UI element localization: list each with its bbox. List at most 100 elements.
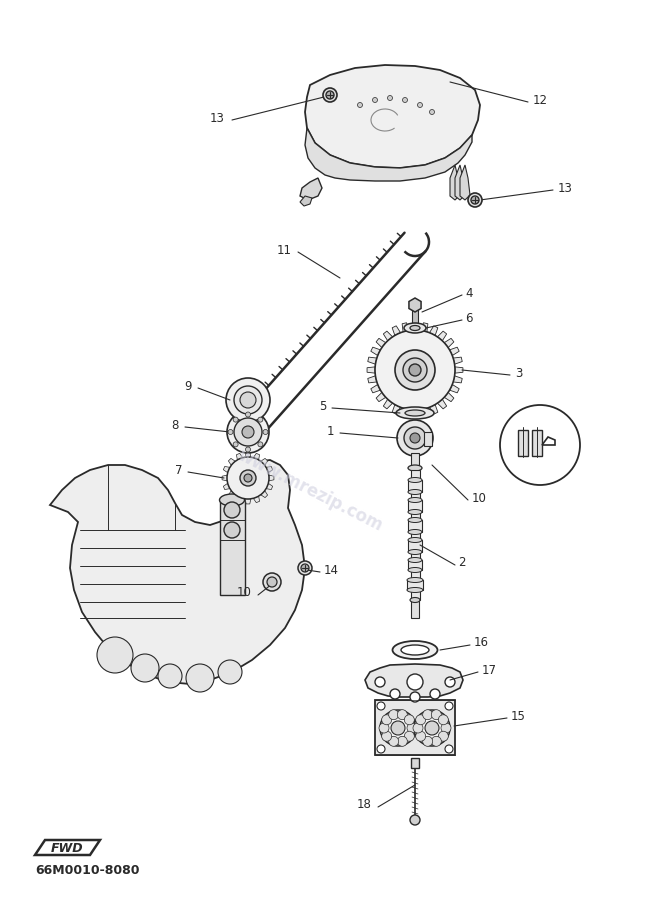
Circle shape: [375, 677, 385, 687]
Ellipse shape: [393, 641, 438, 659]
Polygon shape: [376, 339, 386, 348]
Circle shape: [397, 420, 433, 456]
Bar: [411, 552, 420, 560]
Circle shape: [416, 715, 426, 725]
Circle shape: [389, 709, 399, 719]
Circle shape: [416, 731, 426, 741]
Circle shape: [404, 427, 426, 449]
Polygon shape: [402, 408, 409, 417]
Polygon shape: [409, 298, 421, 312]
Circle shape: [422, 736, 433, 746]
Circle shape: [326, 91, 334, 99]
Bar: [411, 570, 420, 580]
Text: FWD: FWD: [51, 842, 83, 855]
Polygon shape: [253, 454, 260, 460]
Polygon shape: [266, 467, 272, 473]
Circle shape: [430, 689, 440, 699]
Polygon shape: [444, 339, 454, 348]
Circle shape: [228, 429, 233, 435]
Text: 5: 5: [319, 400, 326, 413]
Bar: [375, 700, 455, 755]
Bar: [411, 470, 420, 480]
Circle shape: [410, 692, 420, 702]
Text: 13: 13: [558, 182, 573, 194]
Circle shape: [226, 378, 270, 422]
Circle shape: [323, 88, 337, 102]
Text: 13: 13: [210, 111, 225, 124]
Polygon shape: [269, 475, 274, 481]
Circle shape: [233, 417, 238, 422]
Ellipse shape: [408, 538, 422, 542]
Circle shape: [445, 677, 455, 687]
Polygon shape: [453, 357, 462, 364]
Polygon shape: [35, 840, 100, 855]
Circle shape: [403, 98, 407, 102]
Circle shape: [387, 96, 393, 100]
Circle shape: [377, 702, 385, 710]
Circle shape: [227, 457, 269, 499]
Circle shape: [471, 196, 479, 204]
Polygon shape: [412, 322, 418, 331]
Circle shape: [224, 522, 240, 538]
Polygon shape: [412, 410, 418, 418]
Ellipse shape: [408, 465, 422, 471]
Circle shape: [224, 502, 240, 518]
Polygon shape: [449, 384, 459, 393]
Circle shape: [298, 561, 312, 575]
Text: 3: 3: [515, 366, 522, 380]
Ellipse shape: [404, 323, 426, 333]
Text: 10: 10: [237, 586, 252, 600]
Polygon shape: [383, 399, 393, 409]
Circle shape: [240, 392, 256, 408]
Polygon shape: [237, 454, 243, 460]
Ellipse shape: [408, 477, 422, 482]
Circle shape: [410, 815, 420, 825]
Circle shape: [234, 386, 262, 414]
Polygon shape: [383, 331, 393, 341]
Bar: [411, 532, 420, 540]
Text: 2: 2: [458, 557, 465, 570]
Circle shape: [380, 710, 416, 746]
Ellipse shape: [408, 530, 422, 534]
Polygon shape: [223, 467, 230, 473]
Circle shape: [500, 405, 580, 485]
Circle shape: [422, 709, 433, 719]
Text: 16: 16: [474, 636, 489, 649]
Bar: [411, 512, 420, 520]
Circle shape: [240, 470, 256, 486]
Circle shape: [373, 98, 377, 102]
Circle shape: [425, 721, 439, 735]
Polygon shape: [371, 347, 381, 355]
Text: 1: 1: [327, 425, 334, 437]
Circle shape: [445, 702, 453, 710]
Text: 8: 8: [172, 418, 179, 432]
Ellipse shape: [219, 494, 245, 506]
Text: 17: 17: [482, 664, 497, 677]
Circle shape: [405, 731, 414, 741]
Bar: [408, 480, 422, 492]
Circle shape: [418, 102, 422, 108]
Polygon shape: [430, 404, 438, 415]
Circle shape: [245, 412, 251, 417]
Circle shape: [397, 709, 407, 719]
Text: 4: 4: [465, 287, 473, 299]
Polygon shape: [253, 496, 260, 503]
Circle shape: [233, 442, 238, 446]
Circle shape: [158, 664, 182, 688]
Text: 66M0010-8080: 66M0010-8080: [35, 864, 139, 876]
Circle shape: [258, 417, 263, 422]
Polygon shape: [368, 357, 377, 364]
Text: 15: 15: [511, 709, 526, 722]
Circle shape: [445, 745, 453, 753]
Ellipse shape: [408, 558, 422, 562]
Bar: [424, 432, 432, 446]
Bar: [532, 430, 542, 456]
Bar: [411, 453, 419, 468]
Circle shape: [395, 350, 435, 390]
Polygon shape: [229, 490, 235, 498]
Polygon shape: [50, 460, 305, 684]
Ellipse shape: [408, 509, 422, 515]
Circle shape: [358, 102, 362, 108]
Ellipse shape: [396, 407, 434, 419]
Polygon shape: [245, 498, 251, 504]
